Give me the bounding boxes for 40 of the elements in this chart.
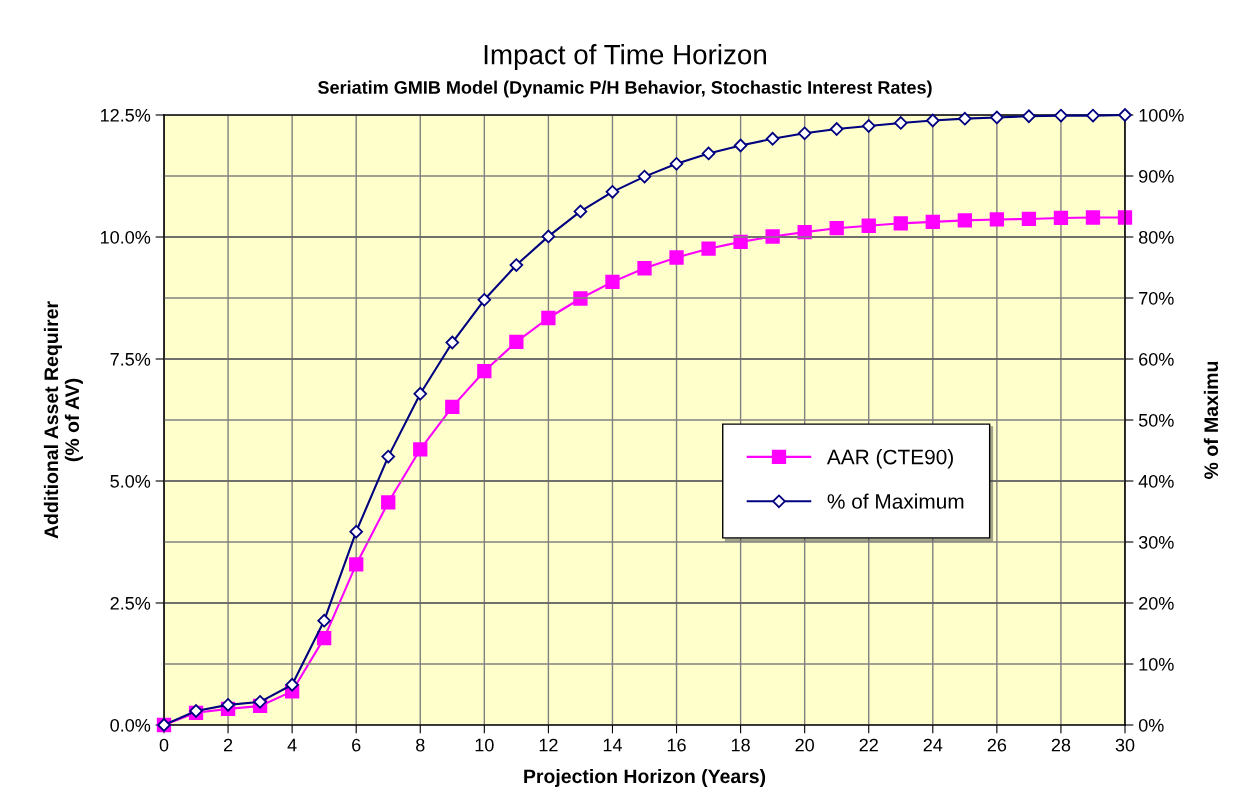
y2-tick-label: 0% [1138,718,1164,732]
y2-tick-label: 30% [1138,535,1174,549]
x-tick-label: 22 [859,738,878,752]
y2-tick-label: 80% [1138,230,1174,244]
x-tick-label: 10 [475,738,494,752]
y2-tick-label: 100% [1139,108,1184,122]
x-tick-label: 14 [603,738,622,752]
y-tick-label: 5.0% [110,474,151,488]
x-tick-label: 8 [416,738,425,752]
chart-title: Impact of Time Horizon [484,44,766,70]
x-tick-label: 20 [795,738,814,752]
y2-tick-label: 40% [1138,474,1174,488]
x-tick-label: 6 [352,738,361,752]
y2-axis-title: % of Maximu [1203,361,1219,479]
x-tick-label: 12 [539,738,558,752]
y2-tick-label: 50% [1138,413,1174,427]
chart-subtitle: Seriatim GMIB Model (Dynamic P/H Behavior, Stochastic Interest Rates) [318,80,932,98]
x-axis-title: Projection Horizon (Years) [524,768,766,788]
x-tick-label: 30 [1115,738,1135,752]
y2-tick-label: 70% [1139,291,1174,305]
y2-tick-label: 90% [1139,169,1174,183]
x-tick-label: 28 [1051,738,1071,752]
y-tick-label: 0.0% [110,718,151,732]
y-tick-label: 10.0% [100,230,151,244]
y2-tick-label: 60% [1139,352,1174,366]
y-tick-label: 7.5% [110,353,151,366]
x-tick-label: 24 [923,738,943,752]
y-axis-title: Additional Asset Requirer (% of AV) [43,301,83,539]
legend-label: AAR (CTE90) [826,449,953,469]
x-tick-label: 2 [223,738,233,752]
y2-tick-label: 20% [1139,596,1174,610]
legend-label: % of Maximum [827,493,964,509]
x-tick-label: 4 [287,738,297,752]
x-tick-label: 18 [731,738,750,752]
x-tick-label: 16 [667,738,686,752]
y2-tick-label: 10% [1139,657,1174,671]
x-tick-label: 26 [987,738,1007,752]
x-tick-label: 0 [159,738,169,752]
y-tick-label: 2.5% [110,596,151,610]
y-tick-label: 12.5% [100,108,151,122]
